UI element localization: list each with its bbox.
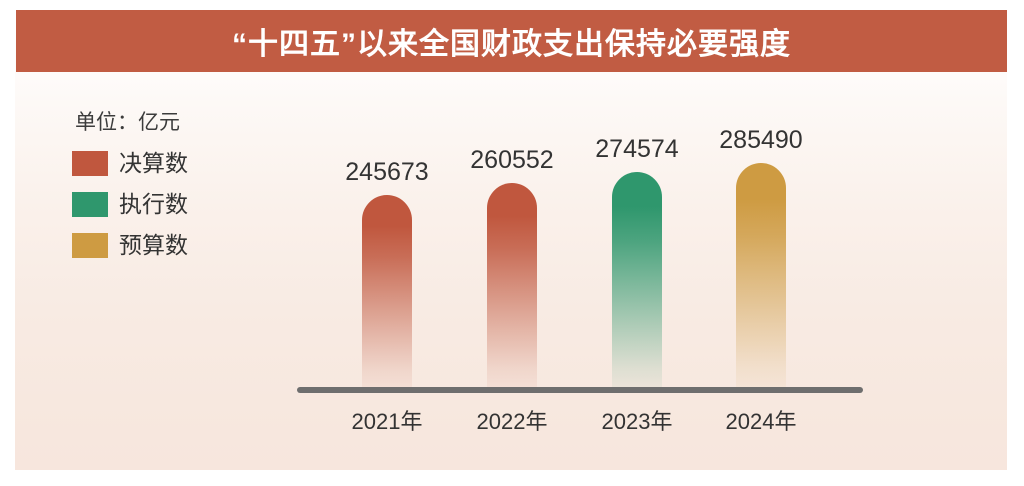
x-axis-label-2023年: 2023年 (601, 409, 673, 434)
legend: 决算数 执行数 预算数 (72, 151, 188, 274)
bar-2024年 (736, 163, 786, 390)
value-label-2021年: 245673 (345, 158, 429, 186)
bar-2023年 (612, 172, 662, 390)
legend-swatch-icon (72, 151, 108, 176)
value-label-2024年: 285490 (719, 126, 803, 154)
legend-item-1: 决算数 (72, 151, 188, 176)
legend-item-3: 预算数 (72, 233, 188, 258)
x-axis-label-2024年: 2024年 (725, 409, 797, 434)
value-label-2023年: 274574 (595, 135, 679, 163)
x-axis-labels: 2021年 2022年 2023年 2024年 (297, 410, 863, 436)
x-axis-label-2021年: 2021年 (351, 409, 423, 434)
legend-item-label: 执行数 (119, 191, 188, 217)
x-axis-line (297, 387, 863, 393)
bars-layer: 245673 260552 274574 285490 (297, 0, 863, 390)
legend-item-label: 预算数 (119, 232, 188, 258)
legend-swatch-icon (72, 192, 108, 217)
bar-2021年 (362, 195, 412, 390)
page-title: “十四五”以来全国财政支出保持必要强度 (232, 28, 791, 61)
title-bar: “十四五”以来全国财政支出保持必要强度 (16, 10, 1007, 72)
bar-2022年 (487, 183, 537, 390)
value-label-2022年: 260552 (470, 146, 554, 174)
unit-label: 单位：亿元 (75, 111, 180, 134)
legend-swatch-icon (72, 233, 108, 258)
legend-item-label: 决算数 (119, 150, 188, 176)
legend-item-2: 执行数 (72, 192, 188, 217)
x-axis-label-2022年: 2022年 (476, 409, 548, 434)
